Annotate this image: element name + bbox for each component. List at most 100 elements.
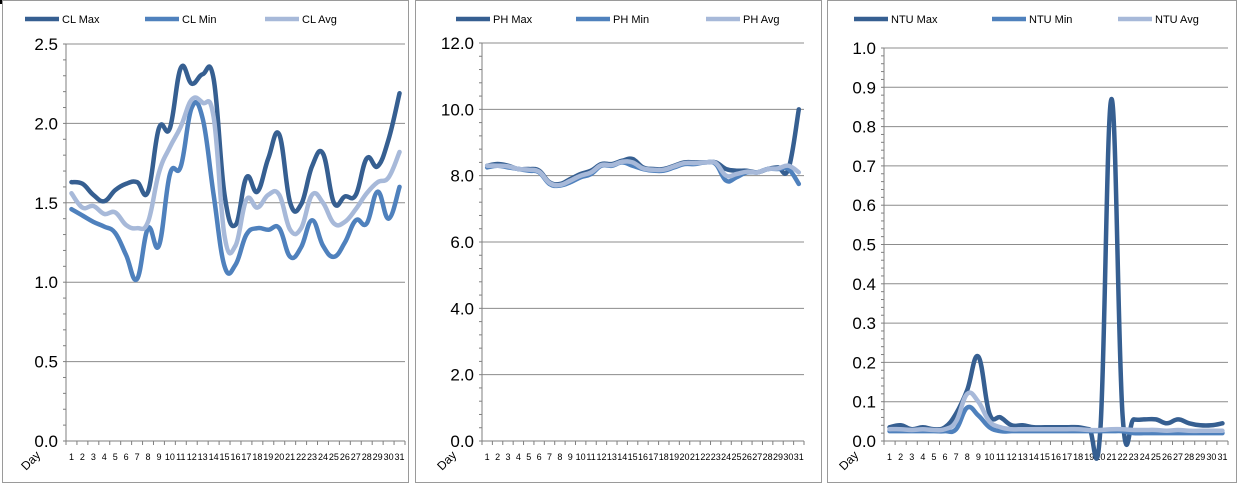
cl-x-tick-label: 4 bbox=[102, 452, 107, 462]
ph-x-tick-label: 27 bbox=[752, 452, 762, 462]
cl-x-tick-label: 5 bbox=[113, 452, 118, 462]
ntu-y-tick-label: 0.9 bbox=[852, 78, 876, 97]
ph-y-tick-label: 6.0 bbox=[450, 233, 474, 252]
ph-x-tick-label: 4 bbox=[516, 452, 521, 462]
ntu-y-tick-label: 1.0 bbox=[852, 39, 876, 58]
ph-x-tick-label: 30 bbox=[783, 452, 793, 462]
ntu-legend-label: NTU Avg bbox=[1155, 14, 1199, 26]
cl-x-tick-label: 9 bbox=[156, 452, 161, 462]
cl-y-tick-label: 1.5 bbox=[34, 194, 58, 213]
ntu-y-tick-label: 0.0 bbox=[852, 432, 876, 451]
ph-y-tick-label: 4.0 bbox=[450, 299, 474, 318]
cl-x-tick-label: 11 bbox=[176, 452, 185, 462]
ntu-x-tick-label: 16 bbox=[1051, 452, 1061, 462]
ph-x-tick-label: 28 bbox=[763, 452, 773, 462]
ph-y-tick-label: 2.0 bbox=[450, 366, 474, 385]
ph-x-tick-label: 12 bbox=[596, 452, 606, 462]
cl-x-tick-label: 16 bbox=[230, 452, 240, 462]
ntu-x-tick-label: 7 bbox=[954, 452, 959, 462]
ntu-x-tick-label: 21 bbox=[1106, 452, 1116, 462]
cl-x-tick-label: 6 bbox=[124, 452, 129, 462]
cl-x-tick-label: 13 bbox=[198, 452, 208, 462]
ntu-x-tick-label: 30 bbox=[1206, 452, 1216, 462]
cl-legend-label: CL Max bbox=[62, 14, 100, 26]
ph-x-tick-label: 18 bbox=[659, 452, 669, 462]
cl-x-tick-label: 19 bbox=[263, 452, 273, 462]
ph-x-tick-label: 9 bbox=[568, 452, 573, 462]
ph-x-tick-label: 19 bbox=[669, 452, 679, 462]
ph-x-tick-label: 24 bbox=[721, 452, 731, 462]
ph-x-tick-label: 26 bbox=[742, 452, 752, 462]
cl-x-tick-label: 28 bbox=[362, 452, 372, 462]
ntu-x-tick-label: 13 bbox=[1018, 452, 1028, 462]
ntu-x-tick-label: 20 bbox=[1095, 452, 1105, 462]
cl-x-tick-label: 27 bbox=[351, 452, 361, 462]
ph-y-tick-label: 0.0 bbox=[450, 432, 474, 451]
cl-x-tick-label: 29 bbox=[373, 452, 383, 462]
cl-chart-panel: 0.0 0.5 1.0 1.5 2.0 2.5 1 2 3 4 5 6 7 8 9 10 11 12 13 14 15 1… bbox=[2, 0, 409, 483]
cl-x-tick-label: 23 bbox=[307, 452, 317, 462]
ntu-x-tick-label: 5 bbox=[931, 452, 936, 462]
cl-x-tick-label: 8 bbox=[146, 452, 151, 462]
ph-x-tick-label: 29 bbox=[773, 452, 783, 462]
ntu-y-tick-label: 0.6 bbox=[852, 196, 876, 215]
ntu-x-tick-label: 10 bbox=[984, 452, 994, 462]
ph-x-tick-label: 5 bbox=[526, 452, 531, 462]
cl-y-tick-label: 0.5 bbox=[34, 353, 58, 372]
cl-x-tick-label: 21 bbox=[285, 452, 295, 462]
ntu-x-tick-label: 31 bbox=[1217, 452, 1227, 462]
ntu-x-tick-label: 28 bbox=[1184, 452, 1194, 462]
ph-x-axis-name: Day bbox=[434, 448, 459, 473]
cl-legend-label: CL Min bbox=[182, 14, 216, 26]
ntu-chart: 0.00.10.20.30.40.50.60.70.80.91.01 2 3 4 5 6 7… bbox=[836, 14, 1229, 473]
ntu-x-tick-label: 12 bbox=[1007, 452, 1017, 462]
ph-x-tick-label: 6 bbox=[537, 452, 542, 462]
ntu-y-tick-label: 0.5 bbox=[852, 236, 876, 255]
ph-chart: 0.02.04.06.08.010.012.01 2 3 4 5 6 7 8 9 10 11 12 13… bbox=[434, 14, 805, 473]
ph-x-tick-label: 21 bbox=[690, 452, 700, 462]
cl-x-tick-label: 7 bbox=[135, 452, 140, 462]
ph-y-tick-label: 12.0 bbox=[441, 34, 474, 53]
ntu-x-tick-label: 19 bbox=[1084, 452, 1094, 462]
ph-x-tick-label: 17 bbox=[648, 452, 658, 462]
ph-x-tick-label: 31 bbox=[794, 452, 804, 462]
ntu-y-tick-label: 0.4 bbox=[852, 275, 876, 294]
ntu-x-tick-label: 23 bbox=[1129, 452, 1139, 462]
ntu-y-tick-label: 0.2 bbox=[852, 353, 876, 372]
ph-x-tick-label: 23 bbox=[711, 452, 721, 462]
cl-y-tick-label: 0.0 bbox=[34, 432, 58, 451]
ph-x-tick-label: 14 bbox=[617, 452, 627, 462]
cl-y-tick-label: 2.0 bbox=[34, 114, 58, 133]
ntu-legend-label: NTU Max bbox=[891, 14, 938, 26]
cl-x-tick-label: 24 bbox=[318, 452, 328, 462]
ph-legend-label: PH Max bbox=[493, 14, 533, 26]
ntu-x-tick-label: 27 bbox=[1173, 452, 1183, 462]
ntu-y-tick-label: 0.8 bbox=[852, 118, 876, 137]
ph-chart-panel: 0.0 2.0 4.0 6.0 8.0 10.0 12.0 1 2 3 4 5 6 7 8 9 10 11 12 13… bbox=[415, 0, 822, 483]
ntu-chart-panel: 0.0 0.1 0.2 0.3 0.4 0.5 0.6 0.7 0.8 0.9 1.0 1 2 3 4 5 6 7… bbox=[827, 0, 1237, 483]
ntu-x-tick-label: 9 bbox=[976, 452, 981, 462]
ph-x-tick-label: 25 bbox=[731, 452, 741, 462]
ntu-x-axis-name: Day bbox=[836, 448, 861, 473]
cl-x-tick-label: 10 bbox=[165, 452, 175, 462]
cl-x-tick-label: 26 bbox=[340, 452, 350, 462]
ph-x-tick-label: 11 bbox=[586, 452, 595, 462]
ph-x-tick-label: 15 bbox=[628, 452, 638, 462]
cl-x-tick-label: 18 bbox=[252, 452, 262, 462]
cl-x-tick-label: 17 bbox=[241, 452, 251, 462]
cl-series-line-cl-max bbox=[69, 63, 402, 229]
cl-x-tick-label: 15 bbox=[220, 452, 230, 462]
cl-x-tick-label: 2 bbox=[80, 452, 85, 462]
ph-y-tick-label: 10.0 bbox=[441, 100, 474, 119]
cl-legend-label: CL Avg bbox=[302, 14, 337, 26]
cl-x-tick-label: 25 bbox=[329, 452, 339, 462]
ntu-x-tick-label: 22 bbox=[1118, 452, 1128, 462]
cl-series-line-cl-avg bbox=[69, 95, 402, 256]
ntu-x-tick-label: 29 bbox=[1195, 452, 1205, 462]
ph-x-tick-label: 3 bbox=[505, 452, 510, 462]
ntu-x-tick-label: 1 bbox=[887, 452, 892, 462]
ph-legend-label: PH Min bbox=[613, 14, 649, 26]
ph-y-tick-label: 8.0 bbox=[450, 167, 474, 186]
ntu-x-tick-label: 25 bbox=[1151, 452, 1161, 462]
ntu-x-tick-label: 4 bbox=[920, 452, 925, 462]
